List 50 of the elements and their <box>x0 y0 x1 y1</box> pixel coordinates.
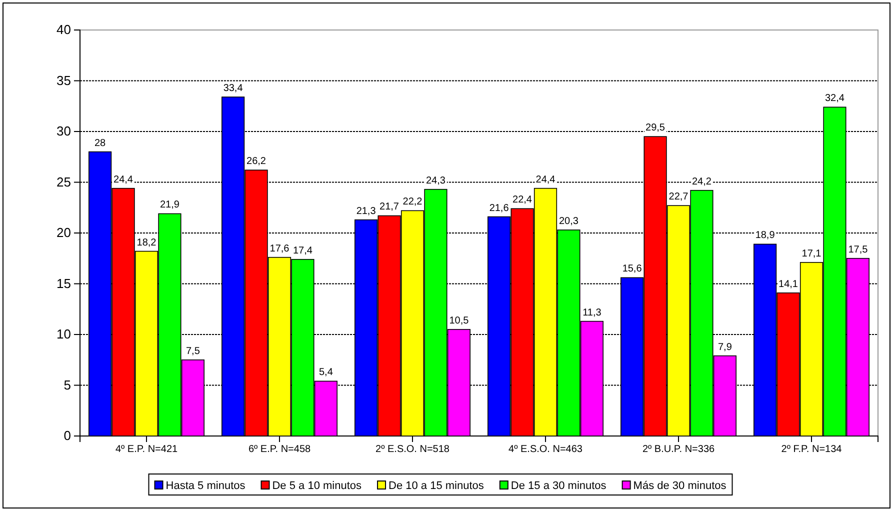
data-label: 26,2 <box>246 156 266 168</box>
data-label: 7,9 <box>718 342 732 353</box>
data-label: 5,4 <box>318 367 334 378</box>
data-label: 21,6 <box>489 202 510 214</box>
y-tick-label: 10 <box>56 326 71 342</box>
data-label: 29,5 <box>646 122 666 134</box>
x-tick-label: 6º E.P. N=458 <box>248 444 311 456</box>
legend-label: Hasta 5 minutos <box>166 480 246 492</box>
data-label: 18,2 <box>136 237 157 248</box>
y-tick-label: 25 <box>56 174 71 190</box>
data-label: 14,1 <box>778 278 798 290</box>
data-label: 33,4 <box>223 82 244 94</box>
y-tick-label: 20 <box>56 225 71 240</box>
data-label: 17,5 <box>848 244 868 256</box>
data-label: 24,4 <box>114 174 134 186</box>
data-label: 24,2 <box>692 176 712 188</box>
data-label: 15,6 <box>622 264 642 275</box>
legend-label: De 5 a 10 minutos <box>272 480 362 492</box>
data-label: 17,1 <box>802 248 822 260</box>
legend-label: Más de 30 minutos <box>633 480 727 492</box>
x-tick-label: 4º E.S.O. N=463 <box>508 444 583 456</box>
data-label: 22,4 <box>512 194 532 206</box>
x-tick-label: 2º F.P. N=134 <box>781 444 842 456</box>
data-label: 22,2 <box>402 196 423 208</box>
data-label: 21,7 <box>380 202 400 213</box>
data-label: 21,3 <box>356 206 376 217</box>
data-label: 17,4 <box>292 245 313 256</box>
y-tick-label: 40 <box>56 22 71 38</box>
data-label: 22,7 <box>668 192 689 203</box>
data-label: 24,3 <box>426 175 446 186</box>
data-label: 7,5 <box>186 346 200 357</box>
y-tick-label: 35 <box>56 72 71 88</box>
y-tick-label: 5 <box>64 377 71 392</box>
data-label: 10,5 <box>449 315 470 326</box>
x-tick-label: 2º E.S.O. N=518 <box>376 444 450 456</box>
x-tick-label: 4º E.P. N=421 <box>115 444 178 456</box>
legend-label: De 10 a 15 minutos <box>388 480 484 492</box>
y-tick-label: 30 <box>56 124 71 139</box>
y-tick-label: 15 <box>56 276 71 291</box>
data-label: 20,3 <box>558 216 579 227</box>
legend-label: De 15 a 30 minutos <box>510 480 607 492</box>
data-label: 21,9 <box>160 200 180 211</box>
data-label: 11,3 <box>582 307 602 318</box>
data-label: 18,9 <box>755 230 776 242</box>
data-label: 28 <box>94 138 106 149</box>
x-tick-label: 2º B.U.P. N=336 <box>642 444 715 456</box>
data-label: 17,6 <box>270 243 290 254</box>
data-label: 32,4 <box>824 93 845 104</box>
y-tick-label: 0 <box>64 428 71 444</box>
data-label: 24,4 <box>536 174 556 186</box>
